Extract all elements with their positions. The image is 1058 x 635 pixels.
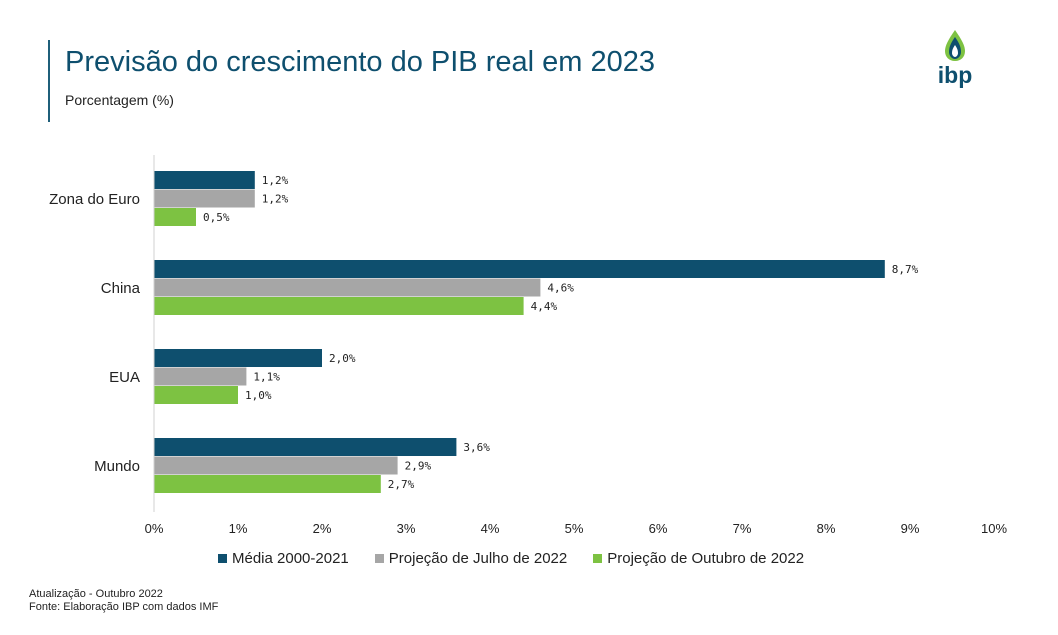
bar-media-1 (154, 260, 885, 278)
bar-outubro-1 (154, 297, 524, 315)
data-label-media-3: 3,6% (463, 441, 490, 454)
data-label-outubro-1: 4,4% (531, 300, 558, 313)
data-label-julho-2: 1,1% (253, 371, 280, 384)
data-label-outubro-2: 1,0% (245, 389, 272, 402)
x-tick-label-10: 10% (981, 521, 1007, 536)
x-tick-label-2: 2% (313, 521, 332, 536)
x-tick-label-9: 9% (901, 521, 920, 536)
footer-update: Atualização - Outubro 2022 (29, 588, 163, 600)
x-tick-label-3: 3% (397, 521, 416, 536)
bar-outubro-3 (154, 475, 381, 493)
x-tick-labels: 0% 1% 2% 3% 4% 5% 6% 7% 8% 9% 10% (145, 521, 1008, 536)
legend-label-outubro: Projeção de Outubro de 2022 (607, 550, 805, 567)
chart-subtitle: Porcentagem (%) (65, 92, 174, 108)
legend-item-media: Média 2000-2021 (218, 550, 349, 567)
x-tick-label-5: 5% (565, 521, 584, 536)
legend-swatch-julho (374, 554, 384, 563)
bar-julho-1 (154, 278, 541, 297)
data-label-media-2: 2,0% (329, 352, 356, 365)
drop-flame-icon (945, 30, 965, 61)
x-tick-label-0: 0% (145, 521, 164, 536)
data-label-julho-3: 2,9% (405, 460, 432, 473)
bar-outubro-2 (154, 386, 238, 404)
category-label-3: Mundo (94, 458, 140, 475)
bar-media-0 (154, 171, 255, 189)
category-labels: Zona do Euro China EUA Mundo (49, 191, 141, 475)
x-tick-label-4: 4% (481, 521, 500, 536)
title-accent-line (48, 40, 50, 122)
bar-outubro-0 (154, 208, 196, 226)
legend-item-outubro: Projeção de Outubro de 2022 (593, 550, 804, 567)
bar-julho-3 (154, 456, 398, 475)
legend-label-media: Média 2000-2021 (232, 550, 349, 567)
bar-julho-0 (154, 189, 255, 208)
footer: Atualização - Outubro 2022 Fonte: Elabor… (29, 588, 218, 614)
x-tick-label-1: 1% (229, 521, 248, 536)
footer-source: Fonte: Elaboração IBP com dados IMF (29, 601, 219, 613)
bar-media-3 (154, 438, 457, 456)
category-label-1: China (101, 280, 141, 297)
chart-title: Previsão do crescimento do PIB real em 2… (65, 46, 655, 78)
bar-chart: 1,2% 1,2% 0,5% 8,7% 4,6% 4,4% 2,0% 1,1% 1,0% 3,6%… (49, 155, 1008, 536)
data-label-outubro-0: 0,5% (203, 211, 230, 224)
data-label-julho-1: 4,6% (547, 282, 574, 295)
x-tick-label-6: 6% (649, 521, 668, 536)
legend-swatch-media (218, 554, 227, 563)
x-tick-label-8: 8% (817, 521, 836, 536)
ibp-logo: ibp (932, 28, 982, 94)
data-label-media-0: 1,2% (262, 174, 289, 187)
logo-text: ibp (937, 62, 973, 88)
category-label-0: Zona do Euro (49, 191, 140, 208)
bar-julho-2 (154, 367, 247, 386)
legend-swatch-outubro (593, 554, 603, 563)
legend-label-julho: Projeção de Julho de 2022 (388, 550, 568, 567)
category-label-2: EUA (109, 369, 140, 386)
bar-media-2 (154, 349, 322, 367)
data-label-media-1: 8,7% (892, 263, 919, 276)
data-label-julho-0: 1,2% (262, 193, 289, 206)
bars-layer: 1,2% 1,2% 0,5% 8,7% 4,6% 4,4% 2,0% 1,1% 1,0% 3,6%… (154, 171, 919, 493)
legend: Média 2000-2021 Projeção de Julho de 202… (218, 550, 804, 567)
data-label-outubro-3: 2,7% (388, 478, 415, 491)
x-tick-label-7: 7% (733, 521, 752, 536)
legend-item-julho: Projeção de Julho de 2022 (374, 550, 568, 567)
